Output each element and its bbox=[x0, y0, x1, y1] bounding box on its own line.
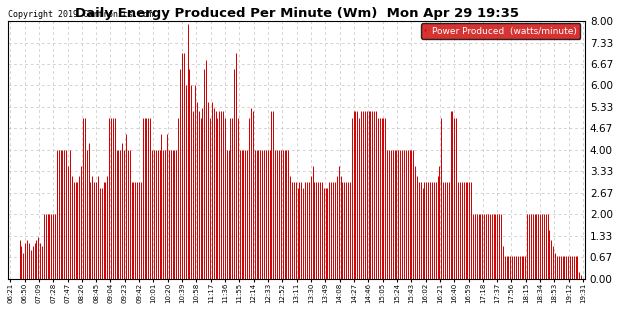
Legend: Power Produced  (watts/minute): Power Produced (watts/minute) bbox=[421, 23, 580, 39]
Text: Copyright 2019 Cartronics.com: Copyright 2019 Cartronics.com bbox=[9, 10, 153, 19]
Title: Daily Energy Produced Per Minute (Wm)  Mon Apr 29 19:35: Daily Energy Produced Per Minute (Wm) Mo… bbox=[74, 7, 519, 20]
